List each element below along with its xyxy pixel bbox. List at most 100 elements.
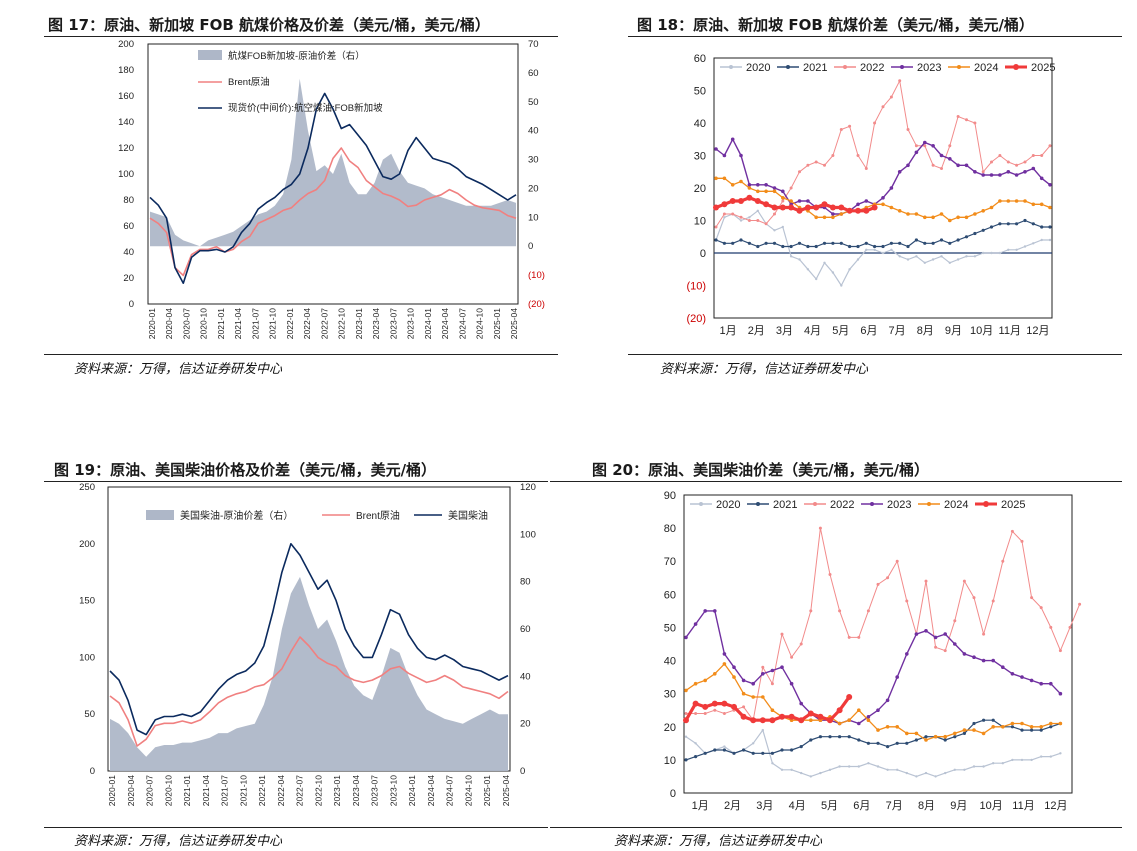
chart18-point-2021 (981, 228, 985, 232)
chart20-point-2022 (694, 712, 698, 715)
chart18-point-2021 (1006, 222, 1010, 226)
chart18-point-2024 (789, 199, 793, 203)
chart20-x-tick: 10月 (980, 800, 1003, 812)
chart20-point-2020 (780, 768, 784, 771)
chart18-point-2020 (823, 261, 826, 264)
chart20-point-2023 (1029, 678, 1034, 683)
chart18-point-2021 (814, 244, 818, 249)
chart18-point-2024 (722, 176, 727, 181)
chart18-point-2022 (864, 167, 868, 170)
chart17-y-left-tick: 20 (123, 273, 134, 284)
chart20-point-2020 (809, 775, 812, 778)
chart20-point-2020 (905, 771, 908, 775)
chart20-point-2020 (684, 735, 688, 738)
chart20-point-2023 (972, 655, 976, 659)
chart20-point-2024 (732, 675, 736, 679)
chart17-x-tick: 2024-04 (440, 308, 450, 339)
chart20-point-2022 (780, 632, 784, 636)
chart18-point-2024 (948, 218, 952, 223)
chart20-point-2020 (876, 765, 880, 768)
chart18-top-rule (628, 36, 1122, 37)
chart19-y-right-tick: 80 (520, 577, 531, 588)
chart18-point-2023 (831, 212, 835, 216)
chart20-point-2020 (838, 765, 841, 768)
chart20-point-2020 (1040, 755, 1043, 758)
chart18-point-2022 (940, 167, 943, 170)
chart20-point-2022 (742, 705, 746, 709)
chart18-point-2025 (738, 198, 744, 204)
chart18-point-2023 (864, 199, 869, 203)
chart20-point-2022 (790, 655, 794, 659)
chart18-point-2021 (747, 241, 752, 245)
chart20-point-2023 (703, 609, 707, 613)
chart20-point-2022 (1078, 602, 1082, 606)
chart19-group: 0 50 100 150 200 250 0 20 40 60 80 100 120 2020-01 202… (79, 482, 536, 806)
chart20-point-2025 (769, 717, 776, 724)
chart18-point-2025 (746, 194, 753, 201)
chart18-point-2022 (756, 219, 760, 222)
chart20-y-tick: 70 (664, 556, 676, 568)
chart20-point-2020 (972, 765, 976, 768)
chart20-point-2021 (1030, 728, 1034, 732)
chart17-group: 0 20 40 60 80 100 120 140 160 180 200 (20) (10) 0 10 20… (118, 39, 545, 339)
chart17-y-right-tick: (10) (528, 270, 545, 281)
chart20-point-2021 (828, 735, 832, 739)
chart18-point-2022 (831, 154, 835, 157)
chart18-point-2025 (838, 204, 845, 211)
chart20-point-2021 (1010, 725, 1015, 729)
chart17-x-tick: 2020-01 (147, 308, 157, 339)
chart20-point-2024 (1001, 725, 1005, 729)
chart18-point-2024 (1023, 199, 1027, 203)
chart18-point-2024 (939, 212, 944, 216)
chart20-point-2023 (1058, 691, 1063, 696)
chart20-x-tick: 7月 (886, 800, 903, 812)
chart20-point-2021 (962, 731, 967, 736)
chart20-legend-label: 2025 (1001, 499, 1025, 511)
chart20-bottom-rule (550, 827, 1122, 828)
chart18-point-2024 (973, 212, 977, 216)
chart18-point-2020 (815, 277, 818, 281)
chart18-y-tick: 20 (694, 183, 706, 195)
chart17-y-left-tick: 200 (118, 39, 134, 50)
chart20-point-2021 (1020, 728, 1024, 732)
chart18-point-2020 (965, 255, 968, 258)
chart18-point-2025 (771, 204, 778, 211)
chart20-y-tick: 30 (664, 689, 676, 701)
chart20-point-2023 (780, 665, 784, 669)
chart20-point-2025 (759, 717, 766, 724)
chart18-point-2024 (1006, 199, 1011, 203)
chart20-point-2023 (751, 681, 755, 686)
chart18-point-2021 (822, 241, 827, 245)
chart17-legend-label: Brent原油 (228, 76, 270, 88)
chart20-legend-marker-2025 (983, 501, 989, 507)
chart20-point-2025 (711, 700, 718, 707)
chart17-x-tick: 2024-07 (457, 308, 467, 339)
chart20-point-2022 (684, 712, 688, 715)
chart18-point-2021 (731, 241, 735, 245)
chart20-point-2023 (741, 678, 746, 683)
chart20-point-2023 (1039, 681, 1043, 686)
chart18-point-2024 (839, 212, 844, 216)
chart18-point-2023 (964, 163, 969, 168)
chart20-legend-marker-2024 (927, 502, 931, 506)
chart19-y-left-tick: 200 (79, 539, 95, 550)
chart18-y-tick: (20) (686, 313, 706, 325)
chart18-point-2022 (848, 124, 852, 128)
chart20-point-2020 (1020, 758, 1024, 762)
chart18-point-2024 (923, 215, 927, 220)
chart19-x-tick: 2024-01 (407, 775, 417, 806)
chart18-legend-label: 2023 (917, 62, 941, 74)
chart17-y-right-tick: 0 (528, 241, 533, 252)
chart20-point-2024 (885, 725, 890, 729)
chart18-point-2023 (981, 173, 985, 177)
chart18-point-2020 (998, 251, 1002, 255)
chart18-point-2020 (931, 258, 935, 261)
chart20-point-2021 (1039, 728, 1043, 732)
chart18-point-2022 (956, 115, 960, 118)
chart18-point-2024 (764, 189, 768, 194)
chart20-point-2024 (809, 718, 813, 722)
chart20-point-2022 (799, 642, 803, 646)
chart17-x-tick: 2023-10 (406, 308, 416, 339)
chart20-point-2024 (1058, 721, 1063, 726)
